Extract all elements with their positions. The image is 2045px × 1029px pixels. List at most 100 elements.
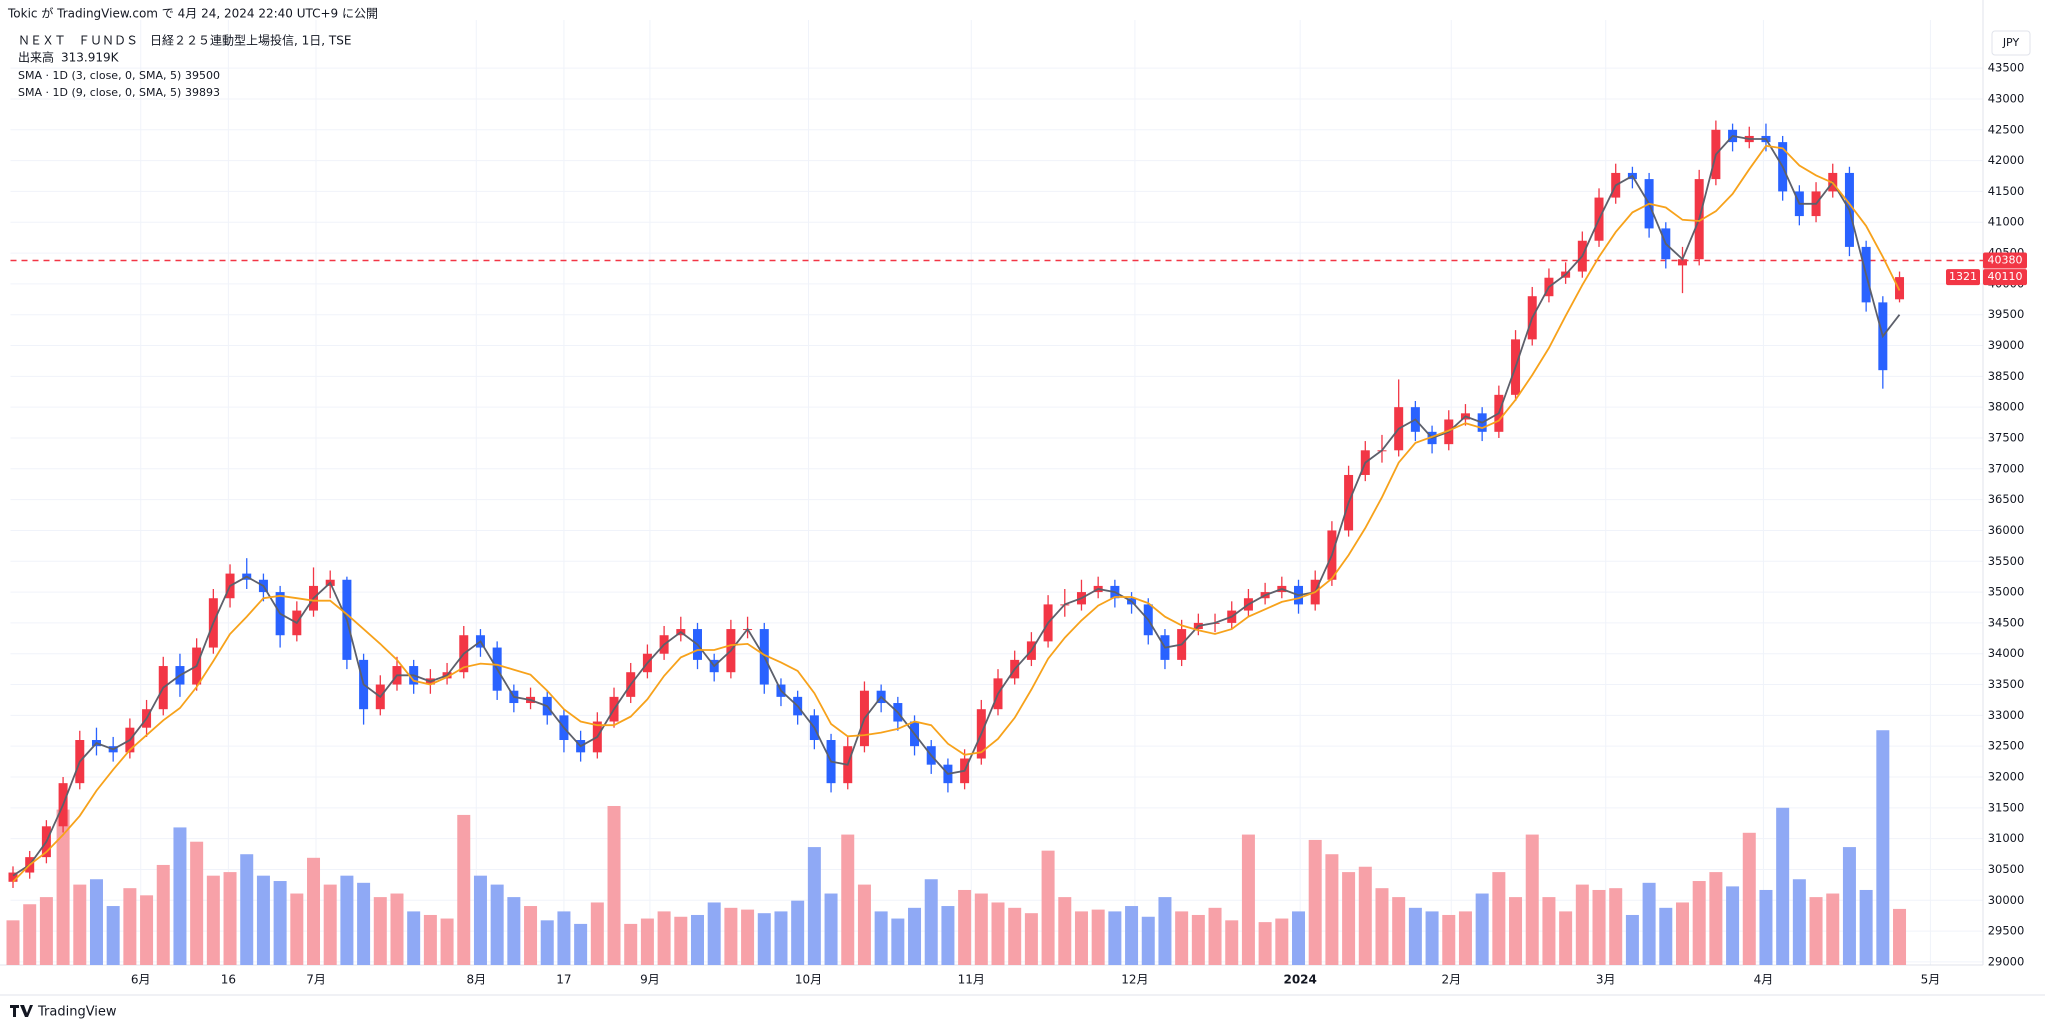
volume-bar (1709, 872, 1723, 965)
y-tick-label: 39500 (1988, 307, 2025, 321)
x-tick-label: 9月 (640, 973, 660, 987)
volume-bar (457, 814, 471, 965)
volume-legend-value: 313.919K (61, 51, 120, 65)
volume-bar (1408, 907, 1422, 965)
volume-bar (1776, 807, 1790, 965)
series-legend-name: SMA · 1D (3, close, 0, SMA, 5) (18, 69, 181, 82)
volume-bar (774, 911, 788, 965)
countdown-tag (1946, 269, 1980, 286)
volume-bar (440, 918, 454, 965)
x-tick-label: 6月 (131, 973, 151, 987)
x-tick-label: 3月 (1596, 973, 1616, 987)
price-line-tag-label: 40380 (1988, 253, 2023, 266)
volume-bar (791, 900, 805, 965)
x-tick-label: 16 (221, 973, 236, 987)
volume-bar (1826, 893, 1840, 965)
volume-bar (1058, 897, 1072, 965)
y-tick-label: 31000 (1988, 831, 2025, 845)
y-tick-label: 29000 (1988, 954, 2025, 968)
volume-bar (958, 889, 972, 965)
volume-bar (173, 827, 187, 965)
volume-bar (874, 911, 888, 965)
brand: TradingView (37, 1005, 117, 1020)
volume-bar (507, 897, 521, 965)
volume-bar (540, 920, 554, 965)
x-tick-label: 5月 (1921, 973, 1941, 987)
volume-bar (590, 902, 604, 965)
last-price-tag (1983, 269, 2027, 286)
volume-bar (707, 902, 721, 965)
x-tick-label: 4月 (1754, 973, 1774, 987)
volume-bar (1525, 834, 1539, 965)
volume-bar (908, 907, 922, 965)
volume-bar (941, 906, 955, 965)
volume-bar (1091, 909, 1105, 965)
volume-bar (1492, 872, 1506, 965)
volume-bar (1742, 832, 1756, 965)
volume-bar (1575, 884, 1589, 965)
volume-bar (89, 879, 103, 965)
y-tick-label: 42500 (1988, 122, 2025, 136)
volume-bar (1125, 906, 1139, 965)
y-tick-label: 33500 (1988, 677, 2025, 691)
volume-bar (290, 893, 304, 965)
volume-bar (741, 909, 755, 965)
series-legend-value: 39893 (185, 86, 220, 99)
y-tick-label: 32500 (1988, 739, 2025, 753)
sma-line (12, 144, 1901, 883)
volume-bar (724, 907, 738, 965)
volume-bar (1041, 850, 1055, 965)
x-tick-label: 8月 (466, 973, 486, 987)
volume-bar (423, 914, 437, 965)
volume-bar (1258, 922, 1272, 965)
volume-bar (1241, 834, 1255, 965)
volume-bar (574, 923, 588, 965)
volume-bar (1425, 911, 1439, 965)
y-tick-label: 36000 (1988, 523, 2025, 537)
volume-bar (140, 895, 154, 965)
volume-bar (307, 857, 321, 965)
volume-bar (1208, 907, 1222, 965)
volume-bar (1225, 920, 1239, 965)
volume-bar (557, 911, 571, 965)
volume-bar (340, 875, 354, 965)
currency: JPY (2002, 36, 2020, 49)
volume-bar (1191, 914, 1205, 965)
y-tick-label: 30000 (1988, 893, 2025, 907)
published-note: Tokic が TradingView.com で 4月 24, 2024 22… (7, 6, 378, 21)
x-tick-label: 17 (556, 973, 571, 987)
volume-bar (1358, 866, 1372, 965)
volume-bar (39, 897, 53, 965)
volume-bar (624, 923, 638, 965)
y-tick-label: 33000 (1988, 708, 2025, 722)
volume-bar (1542, 897, 1556, 965)
volume-bar (1792, 879, 1806, 965)
volume-bar (490, 884, 504, 965)
y-tick-label: 31500 (1988, 800, 2025, 814)
volume-bar (757, 913, 771, 965)
series-legend-name: SMA · 1D (9, close, 0, SMA, 5) (18, 86, 181, 99)
volume-bar (323, 884, 337, 965)
volume-bar (206, 875, 220, 965)
volume-bar (1726, 886, 1740, 965)
volume-bar (1642, 882, 1656, 965)
sma-line (12, 135, 1901, 877)
y-tick-label: 32000 (1988, 770, 2025, 784)
volume-legend-name: 出来高 (18, 50, 54, 65)
volume-bar (657, 911, 671, 965)
volume-bar (1659, 907, 1673, 965)
volume-bar (1759, 889, 1773, 965)
volume-bar (256, 875, 270, 965)
volume-bar (373, 897, 387, 965)
x-tick-label: 7月 (306, 973, 326, 987)
x-tick-label: 2024 (1283, 973, 1316, 987)
volume-bar (524, 906, 538, 965)
volume-bar (924, 879, 938, 965)
volume-bar (1876, 730, 1890, 965)
series-legend-value: 39500 (185, 69, 220, 82)
logo-mark (10, 1005, 33, 1017)
volume-bar (6, 920, 20, 965)
candle-body (8, 872, 18, 882)
volume-bar (407, 911, 421, 965)
